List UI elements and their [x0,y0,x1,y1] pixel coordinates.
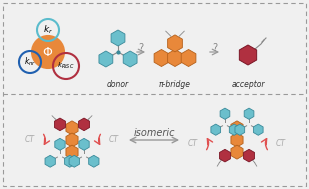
Polygon shape [69,155,79,167]
Text: $k_{RISC}$: $k_{RISC}$ [57,61,75,71]
Circle shape [32,36,64,68]
Polygon shape [78,118,90,131]
Polygon shape [211,124,221,135]
Polygon shape [231,133,243,147]
Text: CT: CT [276,139,286,149]
Text: ?: ? [213,43,218,53]
Polygon shape [181,50,196,67]
Polygon shape [231,145,243,159]
Polygon shape [79,138,89,150]
Polygon shape [45,155,55,167]
Text: isomeric: isomeric [133,128,175,138]
Text: ?: ? [138,43,144,53]
Polygon shape [66,133,78,147]
Polygon shape [89,155,99,167]
Text: CT: CT [188,139,198,149]
Polygon shape [123,51,137,67]
Polygon shape [219,149,231,162]
Polygon shape [168,50,182,67]
Polygon shape [65,155,75,167]
Polygon shape [154,50,169,67]
Polygon shape [99,51,113,67]
Polygon shape [239,45,257,65]
Text: $\Phi$: $\Phi$ [42,46,53,59]
Text: $k_{nr}$: $k_{nr}$ [24,56,36,68]
Polygon shape [231,121,243,135]
Text: π-bridge: π-bridge [159,80,191,89]
Polygon shape [243,149,255,162]
Polygon shape [244,108,254,119]
Polygon shape [55,138,65,150]
Polygon shape [54,118,66,131]
Polygon shape [66,145,78,159]
Polygon shape [220,108,230,119]
Polygon shape [168,35,182,52]
Polygon shape [235,124,245,135]
Text: acceptor: acceptor [231,80,265,89]
Text: donor: donor [107,80,129,89]
Text: CT: CT [25,136,35,145]
Text: $k_r$: $k_r$ [43,24,53,36]
Polygon shape [253,124,263,135]
Text: CT: CT [109,136,119,145]
Polygon shape [229,124,239,135]
Polygon shape [111,30,125,46]
Polygon shape [66,121,78,135]
